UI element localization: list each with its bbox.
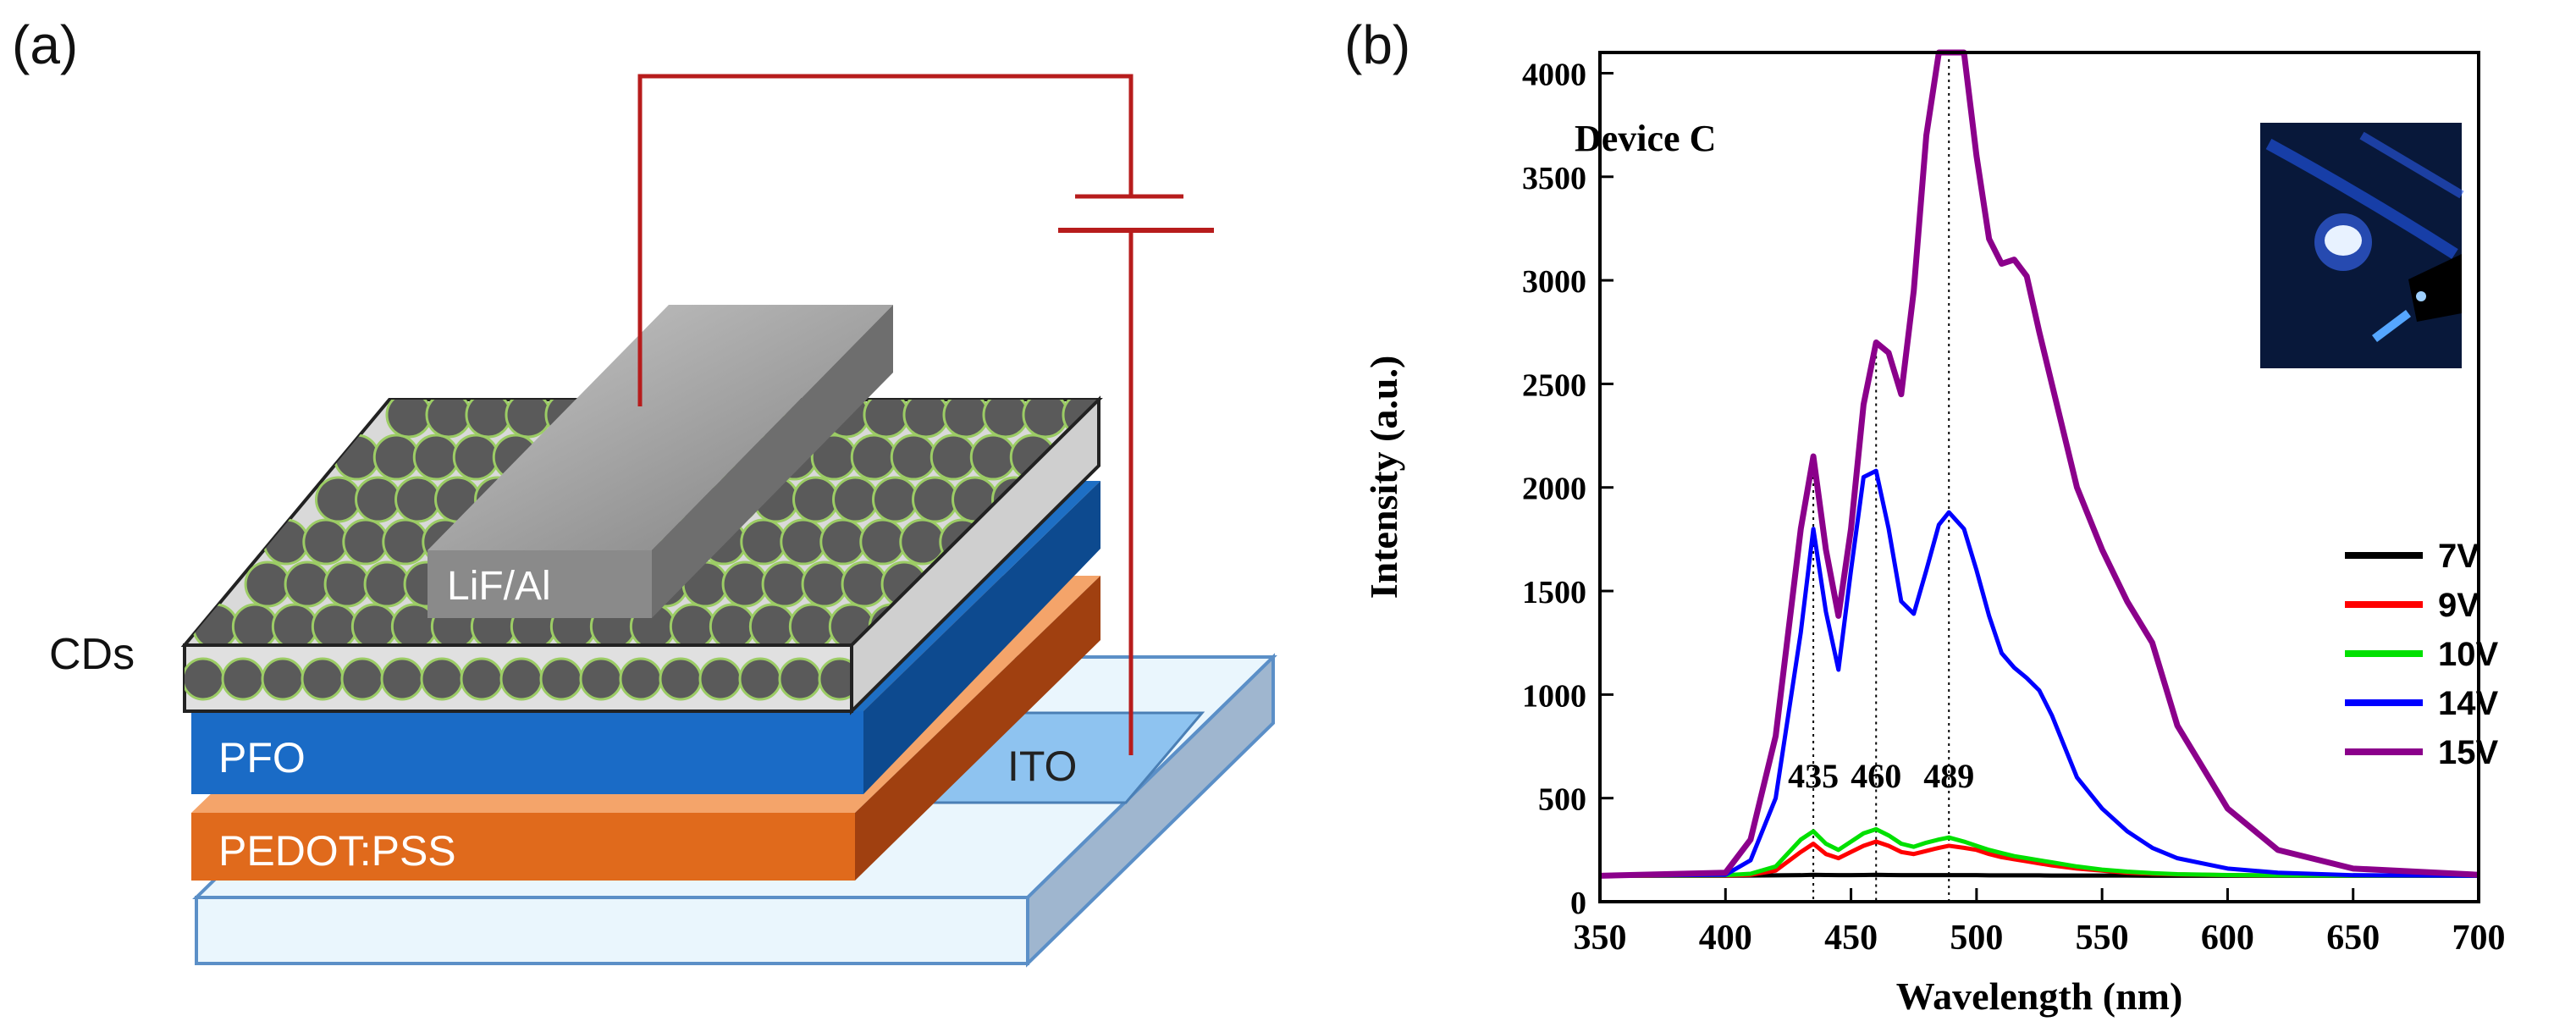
cd-dot: [185, 657, 225, 701]
x-tick-label: 400: [1699, 919, 1752, 958]
cd-dot: [929, 433, 977, 481]
cd-dot: [372, 433, 420, 481]
cd-dot: [340, 657, 384, 701]
cd-dot: [788, 603, 836, 645]
cd-dot: [301, 657, 345, 701]
cd-dot: [792, 476, 840, 523]
spectrum-chart: 435 460 489 350 400 450 500 550 600 650 700 0 500 100…: [1362, 49, 2506, 1018]
cd-dot: [738, 657, 782, 701]
y-tick-label: 1000: [1522, 678, 1586, 714]
cd-dot: [850, 433, 897, 481]
cd-dot: [801, 560, 848, 608]
x-tick-label: 500: [1950, 919, 2003, 958]
cd-dot: [363, 560, 411, 608]
legend-label-15V: 15V: [2438, 734, 2498, 771]
legend: 7V 9V 10V 14V 15V: [2345, 538, 2498, 771]
cds-label: CDs: [49, 630, 135, 679]
series-line-14V: [1599, 468, 2479, 878]
cd-dot: [315, 476, 362, 523]
cd-dot: [380, 657, 424, 701]
series-line-10V: [1599, 826, 2479, 878]
cd-dot: [890, 433, 937, 481]
cd-dot: [872, 476, 919, 523]
y-tick-label: 2500: [1522, 367, 1586, 403]
cd-dot: [740, 518, 787, 566]
cd-dot: [311, 603, 358, 645]
cd-dot: [355, 476, 402, 523]
y-tick-label: 2000: [1522, 472, 1586, 507]
cd-dot: [452, 433, 499, 481]
legend-label-9V: 9V: [2438, 587, 2479, 624]
chart-title: Device C: [1575, 118, 1716, 159]
x-tick-label: 650: [2326, 919, 2380, 958]
cd-dot: [284, 560, 331, 608]
cd-dot: [231, 603, 279, 645]
cd-dot: [350, 603, 398, 645]
plot-area: 435 460 489 350 400 450 500 550 600 650 700 0 500 100…: [1522, 49, 2506, 958]
y-tick-label: 4000: [1522, 57, 1586, 92]
legend-label-10V: 10V: [2438, 636, 2498, 673]
cd-dot: [819, 518, 867, 566]
y-axis-label: Intensity (a.u.): [1362, 356, 1405, 599]
lif-al-electrode: LiF/Al: [427, 305, 893, 618]
cd-dot: [912, 476, 959, 523]
axes-frame: [1598, 51, 2480, 903]
cd-dot: [761, 560, 808, 608]
cd-dot: [709, 603, 756, 645]
y-tick-label: 1500: [1522, 575, 1586, 610]
y-tick-label: 0: [1570, 886, 1586, 921]
panel-b-label: (b): [1344, 14, 1411, 75]
cd-dot: [778, 657, 822, 701]
cd-dot: [841, 560, 888, 608]
cd-dot: [244, 560, 291, 608]
lif-al-label: LiF/Al: [447, 564, 551, 609]
cd-dot: [579, 657, 623, 701]
cd-dot: [969, 433, 1017, 481]
y-tick-label: 500: [1538, 782, 1586, 818]
cd-dot: [302, 518, 350, 566]
pedot-pss-label: PEDOT:PSS: [218, 827, 456, 875]
x-tick-label: 600: [2201, 919, 2254, 958]
cd-dot: [460, 657, 504, 701]
inset-photo: [2260, 123, 2464, 368]
cd-dot: [342, 518, 389, 566]
cd-dot: [832, 476, 880, 523]
legend-label-7V: 7V: [2438, 538, 2479, 575]
cd-dot: [394, 476, 442, 523]
cd-dot: [619, 657, 663, 701]
x-tick-label: 450: [1824, 919, 1878, 958]
peak-label-460: 460: [1851, 757, 1901, 795]
cd-dot: [859, 518, 907, 566]
cd-dot: [698, 657, 742, 701]
cd-dot: [420, 657, 464, 701]
cd-dot: [499, 657, 543, 701]
cd-dot: [221, 657, 265, 701]
y-tick-label: 3500: [1522, 161, 1586, 196]
cd-dot: [323, 560, 371, 608]
cd-dot: [261, 657, 305, 701]
x-tick-label: 700: [2452, 919, 2506, 958]
peak-label-435: 435: [1788, 757, 1839, 795]
x-axis-label: Wavelength (nm): [1896, 975, 2183, 1018]
cd-dot: [748, 603, 796, 645]
x-tick-label: 550: [2076, 919, 2129, 958]
x-tick-label: 350: [1574, 919, 1627, 958]
device-schematic: ITO PEDOT:PSS PFO CDs: [49, 74, 1277, 968]
y-tick-label: 3000: [1522, 264, 1586, 300]
cd-dot: [382, 518, 429, 566]
legend-label-14V: 14V: [2438, 685, 2498, 722]
cd-dot: [669, 603, 716, 645]
ito-label: ITO: [1007, 743, 1077, 790]
cd-dot: [780, 518, 827, 566]
cd-dot: [412, 433, 460, 481]
pfo-label: PFO: [218, 734, 306, 781]
cd-dot: [539, 657, 583, 701]
cd-dot: [659, 657, 703, 701]
peak-label-489: 489: [1923, 757, 1974, 795]
circuit-wire: [637, 74, 1214, 755]
cd-dot: [271, 603, 318, 645]
cd-dot: [721, 560, 769, 608]
panel-a-label: (a): [12, 14, 79, 75]
